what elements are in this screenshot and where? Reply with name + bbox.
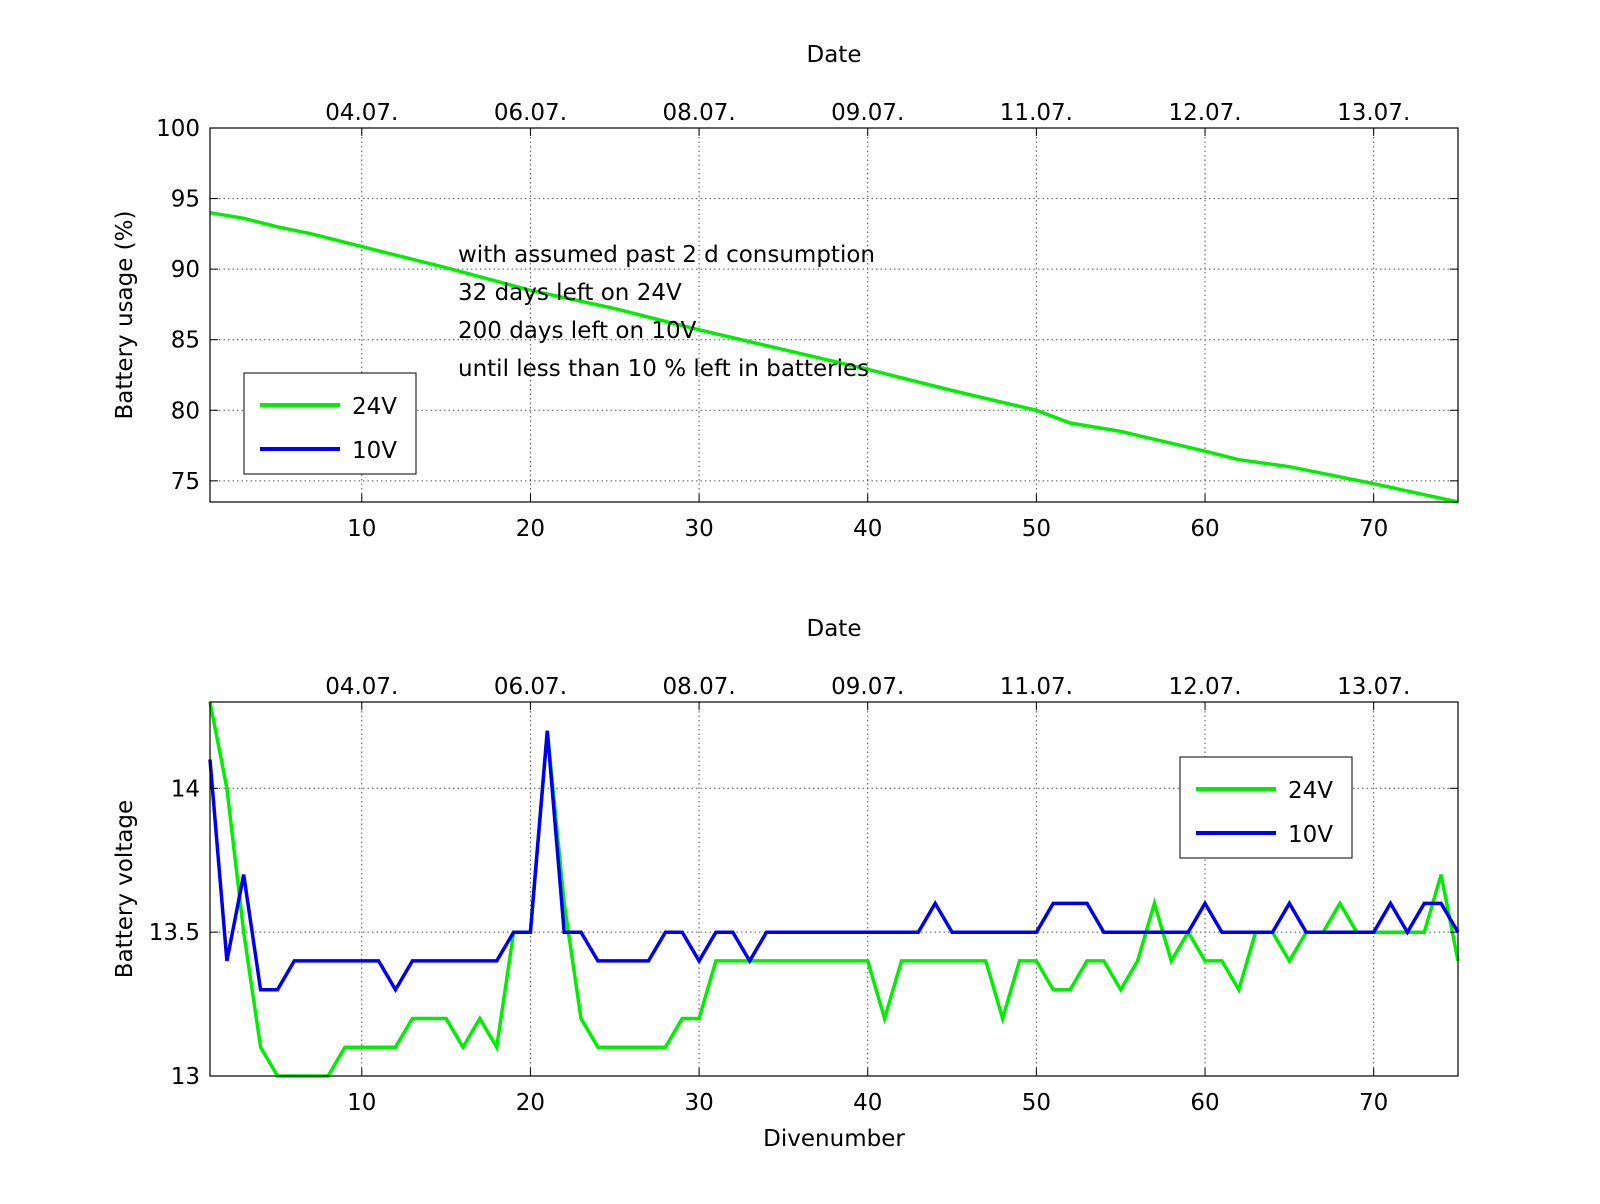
x-tick-label: 30 — [684, 516, 713, 542]
y-tick-label: 85 — [171, 328, 200, 354]
legend-label: 10V — [1288, 822, 1333, 848]
top-date-label: 13.07. — [1337, 100, 1410, 126]
top-date-label: 13.07. — [1337, 674, 1410, 700]
legend: 24V 10V — [243, 372, 417, 475]
x-axis-label: Divenumber — [763, 1126, 905, 1152]
top-axis-label: Date — [807, 616, 862, 642]
plot-area — [210, 128, 1458, 502]
legend-label: 24V — [1288, 778, 1333, 804]
y-tick-label: 14 — [171, 776, 200, 802]
top-date-label: 11.07. — [1000, 674, 1073, 700]
annotation-line: until less than 10 % left in batteries — [458, 356, 869, 382]
top-date-label: 12.07. — [1168, 100, 1241, 126]
series-line-10V — [208, 730, 1460, 994]
annotation-line: with assumed past 2 d consumption — [458, 242, 875, 268]
top-date-label: 04.07. — [325, 100, 398, 126]
axes-frame — [209, 701, 1459, 1077]
annotation-line: 32 days left on 24V — [458, 280, 682, 306]
x-tick-label: 40 — [853, 516, 882, 542]
x-tick-label: 20 — [516, 1090, 545, 1116]
top-date-label: 06.07. — [494, 100, 567, 126]
top-date-label: 08.07. — [663, 100, 736, 126]
x-tick-label: 40 — [853, 1090, 882, 1116]
x-tick-label: 70 — [1359, 1090, 1388, 1116]
axes-frame — [209, 127, 1459, 503]
legend-label: 10V — [352, 438, 397, 464]
legend-box — [243, 372, 417, 475]
x-tick-label: 10 — [347, 516, 376, 542]
top-axis-label: Date — [807, 42, 862, 68]
y-tick-label: 75 — [171, 469, 200, 495]
y-tick-label: 80 — [171, 398, 200, 424]
x-tick-label: 50 — [1022, 1090, 1051, 1116]
top-date-label: 11.07. — [1000, 100, 1073, 126]
series-line-24V — [209, 210, 1459, 504]
x-tick-label: 60 — [1190, 516, 1219, 542]
top-date-label: 04.07. — [325, 674, 398, 700]
annotation-line: 200 days left on 10V — [458, 318, 697, 344]
x-tick-label: 70 — [1359, 516, 1388, 542]
chart-panel-2: 10 20 30 40 50 60 70 13 13.5 14 04.07. 06.07. 08.07.… — [112, 616, 1460, 1152]
top-date-label: 06.07. — [494, 674, 567, 700]
legend-label: 24V — [352, 394, 397, 420]
y-axis-label: Battery usage (%) — [112, 211, 138, 420]
y-tick-label: 13.5 — [149, 920, 200, 946]
series-line-24V — [208, 701, 1460, 1078]
x-tick-label: 60 — [1190, 1090, 1219, 1116]
chart-panel-1: 10 20 30 40 50 60 70 75 80 85 90 95 100 04.07. 06.07. 0… — [112, 42, 1459, 542]
x-tick-label: 30 — [684, 1090, 713, 1116]
y-tick-label: 95 — [171, 187, 200, 213]
y-axis-label: Battery voltage — [112, 800, 138, 978]
top-date-label: 09.07. — [831, 100, 904, 126]
top-date-label: 08.07. — [663, 674, 736, 700]
x-tick-label: 50 — [1022, 516, 1051, 542]
y-tick-label: 90 — [171, 257, 200, 283]
x-tick-label: 20 — [516, 516, 545, 542]
legend-box — [1179, 756, 1353, 859]
legend: 24V 10V — [1179, 756, 1353, 859]
top-date-label: 12.07. — [1168, 674, 1241, 700]
x-tick-label: 10 — [347, 1090, 376, 1116]
y-tick-label: 100 — [156, 116, 200, 142]
y-tick-label: 13 — [171, 1064, 200, 1090]
top-date-label: 09.07. — [831, 674, 904, 700]
